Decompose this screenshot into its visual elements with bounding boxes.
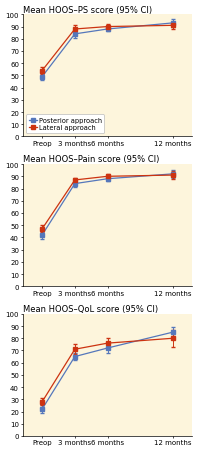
Text: Mean HOOS–PS score (95% CI): Mean HOOS–PS score (95% CI) [22, 5, 152, 14]
Legend: Posterior approach, Lateral approach: Posterior approach, Lateral approach [26, 115, 104, 134]
Text: Mean HOOS–Pain score (95% CI): Mean HOOS–Pain score (95% CI) [22, 155, 159, 164]
Text: Mean HOOS–QoL score (95% CI): Mean HOOS–QoL score (95% CI) [22, 304, 158, 313]
